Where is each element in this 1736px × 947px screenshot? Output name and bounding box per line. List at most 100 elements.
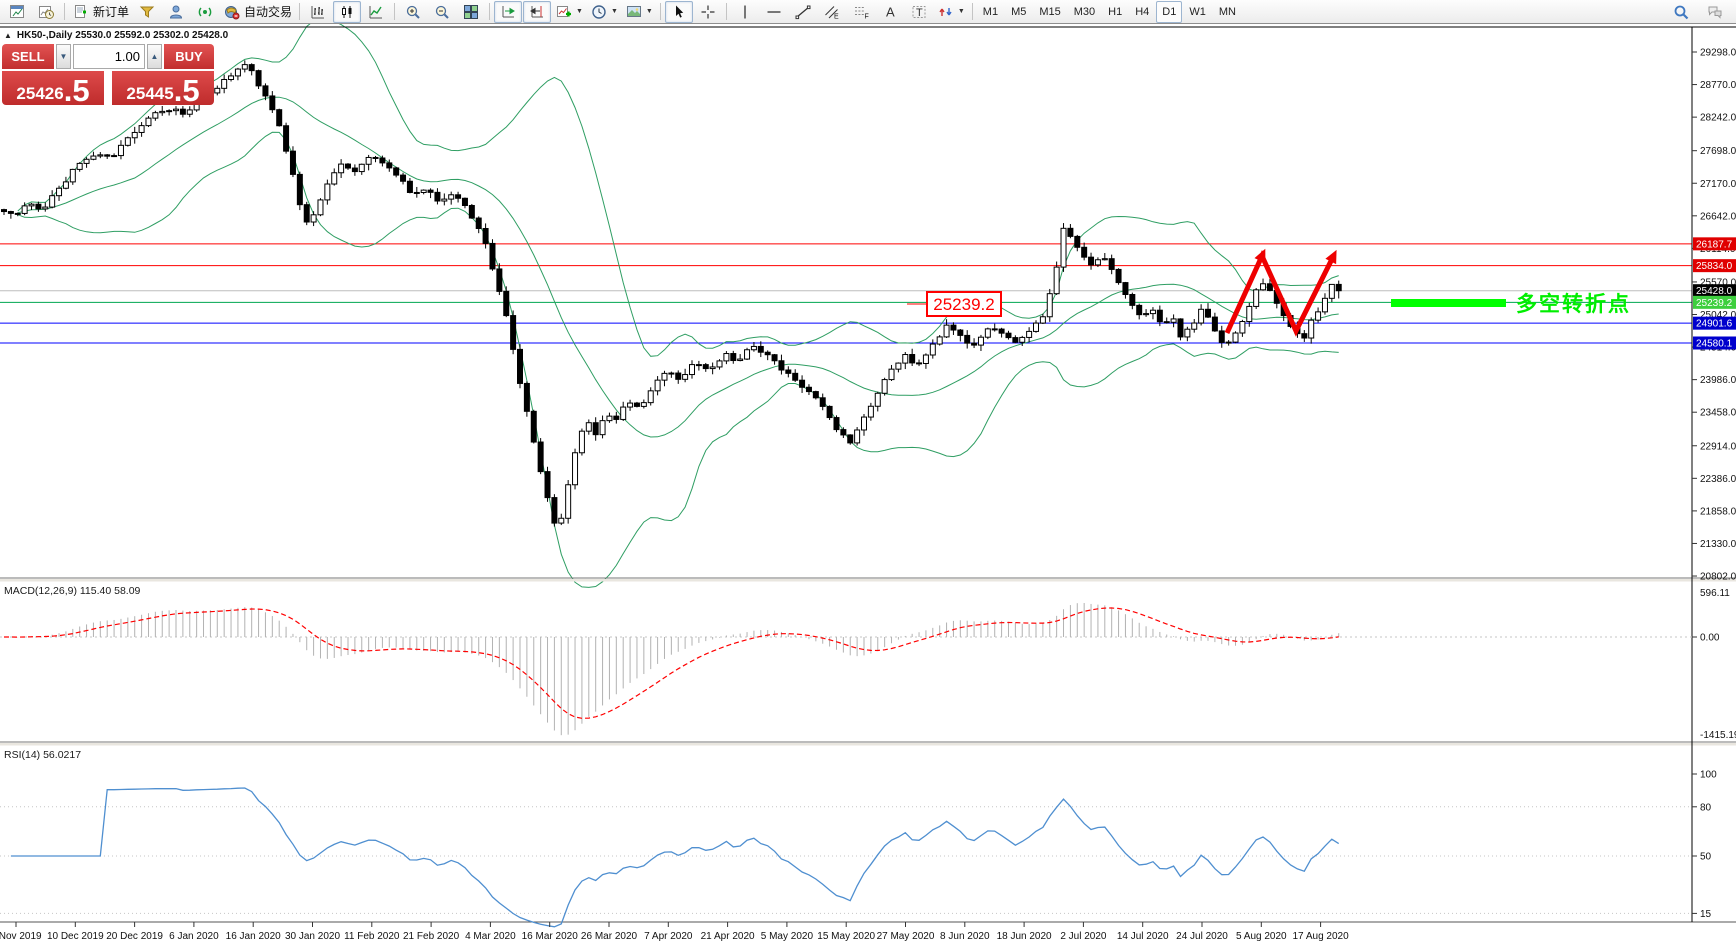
buy-price[interactable]: 25445.5 xyxy=(112,71,214,106)
timeframe-button-m1[interactable]: M1 xyxy=(982,5,999,18)
channel-button[interactable]: E xyxy=(818,1,846,23)
svg-text:28770.0: 28770.0 xyxy=(1700,80,1736,91)
svg-text:8 Nov 2019: 8 Nov 2019 xyxy=(0,931,42,942)
auto-scroll-button[interactable] xyxy=(494,0,523,23)
buy-button[interactable]: BUY xyxy=(164,44,214,69)
profiles-button[interactable] xyxy=(32,1,60,23)
svg-text:27698.0: 27698.0 xyxy=(1700,146,1736,157)
svg-text:T: T xyxy=(916,6,923,18)
svg-text:50: 50 xyxy=(1700,852,1712,863)
timeframe-button-w1[interactable]: W1 xyxy=(1189,5,1206,18)
trendline-button[interactable] xyxy=(789,1,817,23)
svg-text:2 Jul 2020: 2 Jul 2020 xyxy=(1060,931,1107,942)
timeframe-button-h4[interactable]: H4 xyxy=(1135,5,1150,18)
sell-price[interactable]: 25426.5 xyxy=(2,71,104,106)
dropdown-arrow-icon[interactable]: ▼ xyxy=(957,8,965,15)
text-label-icon: T xyxy=(912,5,926,18)
zoom-out-button[interactable] xyxy=(428,1,456,23)
search-button[interactable] xyxy=(1667,1,1695,23)
price-axis[interactable]: 29298.0 28770.0 28242.0 27698.0 27170.0 26642… xyxy=(1692,48,1736,920)
volume-input[interactable] xyxy=(73,44,145,69)
templates-icon xyxy=(626,5,641,17)
accounts-button[interactable] xyxy=(162,1,190,23)
chat-button[interactable] xyxy=(1701,1,1729,23)
text-button[interactable]: A xyxy=(876,1,904,23)
zoom-in-icon xyxy=(406,5,420,19)
crosshair-button[interactable] xyxy=(694,1,722,23)
dropdown-arrow-icon[interactable]: ▼ xyxy=(610,8,618,15)
svg-text:596.11: 596.11 xyxy=(1700,588,1730,599)
svg-text:RSI(14) 56.0217: RSI(14) 56.0217 xyxy=(4,749,81,761)
one-click-trading-panel: SELL ▼ ▲ BUY 25426.5 25445.5 xyxy=(2,44,214,106)
zoom-in-button[interactable] xyxy=(399,1,427,23)
autotrading-icon xyxy=(225,5,240,19)
svg-text:25239.2: 25239.2 xyxy=(933,295,994,314)
vertical-line-icon xyxy=(744,5,746,18)
funnel-button[interactable] xyxy=(133,1,161,23)
svg-text:15 May 2020: 15 May 2020 xyxy=(817,931,875,942)
timeframe-button-d1[interactable]: D1 xyxy=(1156,0,1183,23)
arrows-button[interactable]: ▼ xyxy=(934,1,968,23)
dropdown-arrow-icon[interactable]: ▼ xyxy=(576,8,583,15)
collapse-panel-icon[interactable]: ▲ xyxy=(4,31,12,40)
timeframe-button-m30[interactable]: M30 xyxy=(1073,5,1096,18)
toolbar-separator xyxy=(971,3,973,20)
turning-point-annotation: 多空转折点 xyxy=(1516,292,1631,316)
cursor-button[interactable] xyxy=(664,0,693,23)
svg-text:E: E xyxy=(834,13,839,20)
indicators-icon xyxy=(557,5,572,17)
cursor-icon xyxy=(675,5,684,18)
svg-text:11 Feb 2020: 11 Feb 2020 xyxy=(344,931,400,942)
svg-text:6 Jan 2020: 6 Jan 2020 xyxy=(169,931,219,942)
svg-text:26642.0: 26642.0 xyxy=(1700,211,1736,222)
svg-text:16 Mar 2020: 16 Mar 2020 xyxy=(522,931,579,942)
timeframe-button-mn[interactable]: MN xyxy=(1218,5,1236,18)
sell-button[interactable]: SELL xyxy=(2,44,54,69)
new-order-button[interactable]: 新订单 xyxy=(69,1,132,23)
candles-chart-button[interactable] xyxy=(333,0,362,23)
timeframe-button-h1[interactable]: H1 xyxy=(1108,5,1123,18)
svg-text:20 Dec 2019: 20 Dec 2019 xyxy=(106,931,163,942)
tile-windows-button[interactable] xyxy=(457,1,485,23)
autotrading-label: 自动交易 xyxy=(244,5,293,19)
svg-text:25570.0: 25570.0 xyxy=(1700,277,1736,288)
bars-chart-button[interactable] xyxy=(304,1,332,23)
templates-button[interactable]: ▼ xyxy=(622,1,656,23)
svg-text:15: 15 xyxy=(1700,909,1712,920)
channel-icon: E xyxy=(824,5,839,20)
new-chart-button[interactable] xyxy=(3,1,31,23)
indicators-button[interactable]: ▼ xyxy=(552,1,586,23)
candlestick-series xyxy=(1,60,1342,527)
autotrading-button[interactable]: 自动交易 xyxy=(220,1,295,23)
timeframe-button-m15[interactable]: M15 xyxy=(1039,5,1061,18)
line-chart-button[interactable] xyxy=(362,1,390,23)
chart-window: 多空转折点 25239.2 MACD(12,26,9) 115.40 58.09 RS… xyxy=(0,24,1736,947)
svg-text:17 Aug 2020: 17 Aug 2020 xyxy=(1293,931,1350,942)
periods-button[interactable]: ▼ xyxy=(587,1,621,23)
dropdown-arrow-icon[interactable]: ▼ xyxy=(645,8,653,15)
trendline-icon xyxy=(795,5,811,19)
crosshair-icon xyxy=(701,5,715,18)
svg-text:16 Jan 2020: 16 Jan 2020 xyxy=(226,931,281,942)
svg-text:26 Mar 2020: 26 Mar 2020 xyxy=(581,931,638,942)
bollinger-bands xyxy=(17,24,1339,588)
bars-chart-icon xyxy=(311,5,325,18)
toolbar-separator xyxy=(489,3,491,20)
svg-text:21858.0: 21858.0 xyxy=(1700,506,1736,517)
horizontal-line-icon xyxy=(767,10,781,13)
svg-text:4 Mar 2020: 4 Mar 2020 xyxy=(465,931,516,942)
timeframe-button-m5[interactable]: M5 xyxy=(1011,5,1027,18)
horizontal-line-button[interactable] xyxy=(760,1,788,23)
accounts-icon xyxy=(170,5,183,18)
volume-decrease-button[interactable]: ▼ xyxy=(56,44,71,69)
chart-shift-button[interactable] xyxy=(523,0,552,23)
text-label-button[interactable]: T xyxy=(905,1,933,23)
volume-increase-button[interactable]: ▲ xyxy=(147,44,162,69)
chart-canvas[interactable]: 多空转折点 25239.2 MACD(12,26,9) 115.40 58.09 RS… xyxy=(0,24,1736,947)
svg-text:25428.0: 25428.0 xyxy=(1696,286,1733,297)
rsi-indicator xyxy=(0,787,1692,928)
fibonacci-button[interactable]: F xyxy=(847,1,875,23)
vertical-line-button[interactable] xyxy=(731,1,759,23)
signals-button[interactable] xyxy=(191,1,219,23)
